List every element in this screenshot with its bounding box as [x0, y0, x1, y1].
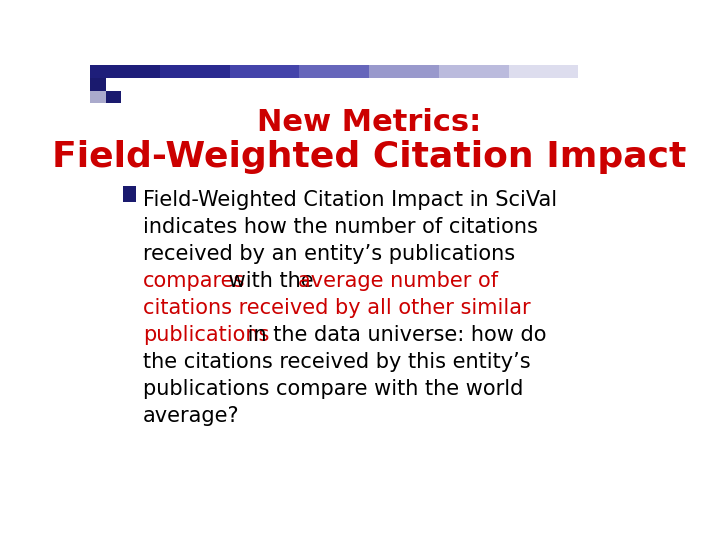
Text: received by an entity’s publications: received by an entity’s publications — [143, 244, 515, 264]
Text: average?: average? — [143, 406, 240, 426]
Bar — [300, 65, 369, 78]
Text: publications compare with the world: publications compare with the world — [143, 379, 523, 399]
Bar — [230, 65, 300, 78]
Bar — [369, 65, 438, 78]
Text: the citations received by this entity’s: the citations received by this entity’s — [143, 352, 531, 372]
Bar — [508, 65, 578, 78]
Text: New Metrics:: New Metrics: — [257, 109, 481, 138]
Bar — [438, 65, 508, 78]
Text: average number of: average number of — [299, 271, 499, 291]
Text: publications: publications — [143, 325, 269, 345]
Bar — [106, 78, 121, 91]
Bar — [160, 65, 230, 78]
Text: with the: with the — [222, 271, 320, 291]
Text: citations received by all other similar: citations received by all other similar — [143, 298, 531, 318]
Text: Field-Weighted Citation Impact in SciVal: Field-Weighted Citation Impact in SciVal — [143, 190, 557, 210]
Bar — [124, 186, 136, 201]
Text: Field-Weighted Citation Impact: Field-Weighted Citation Impact — [52, 140, 686, 174]
Bar — [90, 78, 106, 91]
Bar — [106, 91, 121, 103]
Bar — [90, 65, 160, 78]
Bar — [578, 65, 648, 78]
Text: in the data universe: how do: in the data universe: how do — [241, 325, 546, 345]
Bar — [90, 91, 106, 103]
Text: indicates how the number of citations: indicates how the number of citations — [143, 217, 538, 237]
Text: compares: compares — [143, 271, 246, 291]
